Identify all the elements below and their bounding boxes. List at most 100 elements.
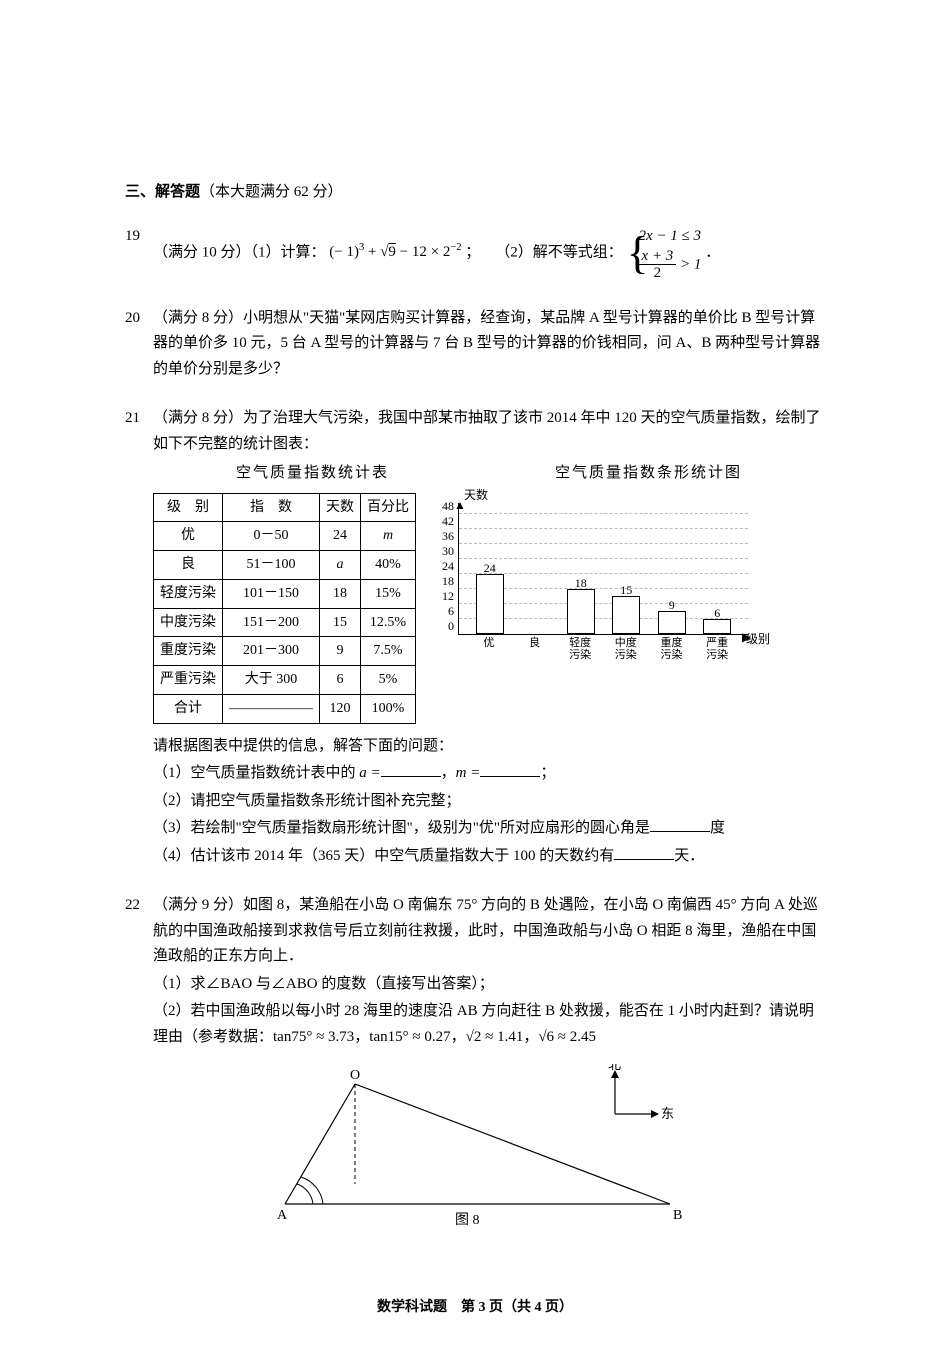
- table-row: 重度污染201－30097.5%: [154, 637, 416, 666]
- table-cell: 轻度污染: [154, 579, 223, 608]
- table-cell: 5%: [361, 666, 416, 695]
- y-tick: 30: [432, 544, 454, 559]
- problem-number: 19: [125, 224, 143, 282]
- x-label: 重度污染: [654, 637, 688, 662]
- x-label: 优: [472, 637, 506, 662]
- label-A: A: [277, 1208, 288, 1223]
- table-cell: 15%: [361, 579, 416, 608]
- x-labels: 优良轻度污染中度污染重度污染严重污染: [458, 637, 748, 662]
- table-cell: 40%: [361, 551, 416, 580]
- table-row: 中度污染151－2001512.5%: [154, 608, 416, 637]
- table-cell: 201－300: [223, 637, 320, 666]
- problem-body: （满分 8 分）小明想从"天猫"某网店购买计算器，经查询，某品牌 A 型号计算器…: [153, 306, 825, 383]
- section-note: （本大题满分 62 分）: [200, 184, 343, 200]
- table-cell: 100%: [361, 695, 416, 724]
- bar: [567, 589, 595, 634]
- label-O: O: [350, 1068, 360, 1083]
- problem-number: 21: [125, 406, 143, 457]
- problem-22: 22 （满分 9 分）如图 8，某渔船在小岛 O 南偏东 75° 方向的 B 处…: [125, 893, 825, 1244]
- table-cell: 24: [320, 522, 361, 551]
- table-cell: 7.5%: [361, 637, 416, 666]
- x-label: 良: [517, 637, 551, 662]
- table-cell: 120: [320, 695, 361, 724]
- x-label: 严重污染: [700, 637, 734, 662]
- table-title: 空气质量指数统计表: [236, 461, 389, 487]
- q22-sub2: （2）若中国渔政船以每小时 28 海里的速度沿 AB 方向赶往 B 处救援，能否…: [125, 999, 825, 1050]
- page-footer: 数学科试题 第 3 页（共 4 页）: [125, 1296, 825, 1320]
- blank-days: [614, 845, 674, 860]
- section-title: 三、解答题: [125, 184, 200, 200]
- bar-chart: 天数 ▲ 4842363024181260 24181596 ▶ 级别 优良轻度…: [424, 493, 764, 678]
- bar-value-label: 6: [714, 603, 720, 623]
- x-label: 轻度污染: [563, 637, 597, 662]
- bar: [612, 596, 640, 634]
- problem-number: 20: [125, 306, 143, 383]
- table-header-row: 级 别 指 数 天数 百分比: [154, 493, 416, 522]
- blank-a: [381, 762, 441, 777]
- stat-table: 级 别 指 数 天数 百分比 优0－5024m良51－100a40%轻度污染10…: [153, 493, 416, 724]
- x-label: 中度污染: [609, 637, 643, 662]
- q22-sub1: （1）求∠BAO 与∠ABO 的度数（直接写出答案）；: [125, 972, 825, 998]
- problem-19: 19 （满分 10 分）（1）计算： (− 1)3 + √9 − 12 × 2−…: [125, 224, 825, 282]
- table-cell: 15: [320, 608, 361, 637]
- bar-group: 9: [655, 611, 689, 634]
- problem-body: （满分 10 分）（1）计算： (− 1)3 + √9 − 12 × 2−2 ；…: [153, 224, 825, 282]
- table-cell: ——————: [223, 695, 320, 724]
- table-row: 良51－100a40%: [154, 551, 416, 580]
- brace-icon: {: [627, 224, 649, 282]
- q19-tail: ．: [705, 244, 720, 260]
- y-tick: 0: [432, 619, 454, 634]
- table-cell: 良: [154, 551, 223, 580]
- svg-text:东: 东: [661, 1106, 674, 1121]
- bar-group: 15: [609, 596, 643, 634]
- table-cell: 6: [320, 666, 361, 695]
- y-ticks: 4842363024181260: [432, 499, 454, 634]
- th: 指 数: [223, 493, 320, 522]
- th: 天数: [320, 493, 361, 522]
- q19-expr: (− 1)3 + √9 − 12 × 2−2: [329, 244, 461, 260]
- q21-sub3: （3）若绘制"空气质量指数扇形统计图"，级别为"优"所对应扇形的圆心角是度: [125, 816, 825, 842]
- table-cell: 12.5%: [361, 608, 416, 637]
- q21-sub1: （1）空气质量指数统计表中的 a =，m =；: [125, 761, 825, 787]
- table-cell: 严重污染: [154, 666, 223, 695]
- table-cell: 大于 300: [223, 666, 320, 695]
- table-cell: 18: [320, 579, 361, 608]
- problem-intro: （满分 8 分）为了治理大气污染，我国中部某市抽取了该市 2014 年中 120…: [153, 406, 825, 457]
- y-tick: 42: [432, 514, 454, 529]
- table-row: 合计——————120100%: [154, 695, 416, 724]
- bar-group: 6: [700, 619, 734, 634]
- y-tick: 18: [432, 574, 454, 589]
- figure8-svg: O A B 北 东 图 8: [195, 1064, 755, 1234]
- y-tick: 6: [432, 604, 454, 619]
- q21-sub4: （4）估计该市 2014 年（365 天）中空气质量指数大于 100 的天数约有…: [125, 844, 825, 870]
- problem-20: 20 （满分 8 分）小明想从"天猫"某网店购买计算器，经查询，某品牌 A 型号…: [125, 306, 825, 383]
- q21-ask: 请根据图表中提供的信息，解答下面的问题：: [125, 734, 825, 760]
- q21-sub2: （2）请把空气质量指数条形统计图补充完整；: [125, 789, 825, 815]
- q19-pre: （满分 10 分）（1）计算：: [153, 244, 326, 260]
- bar: [476, 574, 504, 634]
- bar-value-label: 24: [484, 558, 496, 578]
- table-cell: m: [361, 522, 416, 551]
- problem-number: 22: [125, 893, 143, 970]
- y-tick: 36: [432, 529, 454, 544]
- table-row: 轻度污染101－1501815%: [154, 579, 416, 608]
- bar-group: 24: [473, 574, 507, 634]
- table-cell: 0－50: [223, 522, 320, 551]
- q19-mid: ； （2）解不等式组：: [465, 244, 623, 260]
- table-cell: a: [320, 551, 361, 580]
- inequality-system: { 2x − 1 ≤ 3 x + 32 > 1: [627, 224, 702, 282]
- table-cell: 重度污染: [154, 637, 223, 666]
- blank-m: [480, 762, 540, 777]
- section-header: 三、解答题（本大题满分 62 分）: [125, 180, 825, 206]
- bar-group: 18: [564, 589, 598, 634]
- figure-label: 图 8: [455, 1213, 480, 1228]
- table-cell: 51－100: [223, 551, 320, 580]
- blank-angle: [650, 817, 710, 832]
- table-row: 严重污染大于 30065%: [154, 666, 416, 695]
- y-tick: 48: [432, 499, 454, 514]
- table-cell: 中度污染: [154, 608, 223, 637]
- y-tick: 24: [432, 559, 454, 574]
- problem-body: （满分 9 分）如图 8，某渔船在小岛 O 南偏东 75° 方向的 B 处遇险，…: [153, 893, 825, 970]
- x-axis-label: 级别: [746, 629, 770, 649]
- problem-21: 21 （满分 8 分）为了治理大气污染，我国中部某市抽取了该市 2014 年中 …: [125, 406, 825, 869]
